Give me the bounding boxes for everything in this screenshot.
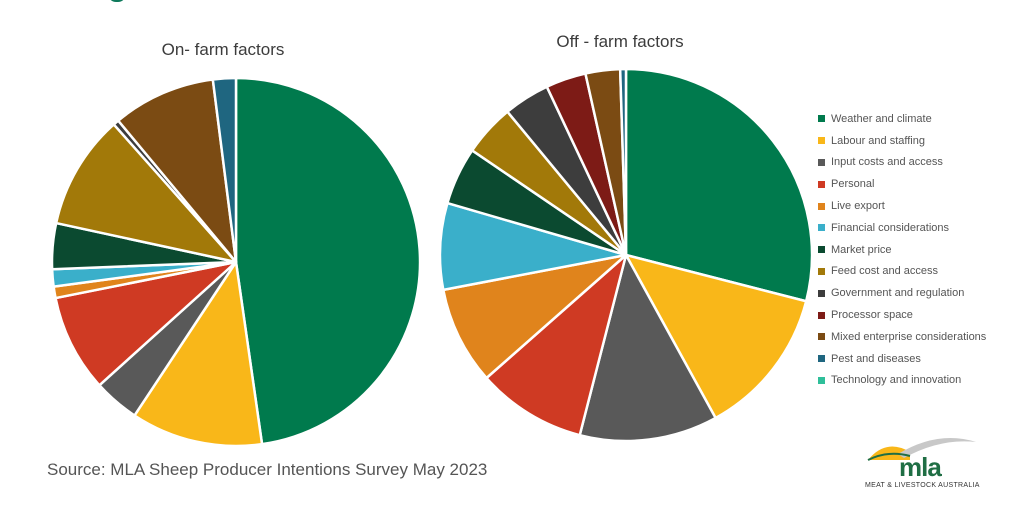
legend-item: Government and regulation: [818, 282, 986, 304]
legend-item: Labour and staffing: [818, 130, 986, 152]
legend-item: Mixed enterprise considerations: [818, 326, 986, 348]
pie-slice-pest-and-diseases: [211, 76, 238, 264]
legend-label: Personal: [831, 178, 875, 191]
legend-swatch: [818, 267, 825, 275]
mla-logo-icon: [867, 438, 976, 461]
legend-swatch: [818, 246, 825, 254]
off-farm-chart-title: Off - farm factors: [556, 32, 684, 51]
source-note: Source: MLA Sheep Producer Intentions Su…: [47, 460, 488, 479]
pie-slice-weather-and-climate: [234, 76, 422, 446]
legend-label: Weather and climate: [831, 112, 932, 125]
legend-swatch: [818, 137, 825, 145]
chart-legend: Weather and climate Labour and staffing In…: [818, 108, 986, 391]
pie-slice-personal: [54, 260, 238, 387]
legend-label: Financial considerations: [831, 221, 950, 234]
on-farm-chart-title: On- farm factors: [161, 40, 285, 59]
pie-slice-personal: [485, 253, 628, 437]
legend-swatch: [818, 115, 825, 123]
legend-swatch: [818, 224, 825, 232]
pie-slice-labour-and-staffing: [133, 260, 264, 448]
legend-swatch: [818, 311, 825, 319]
legend-label: Feed cost and access: [831, 265, 939, 278]
legend-item: Live export: [818, 195, 986, 217]
pie-slice-input-costs-and-access: [578, 253, 717, 443]
legend-item: Processor space: [818, 304, 986, 326]
pie-slice-mixed-enterprise-considerations: [116, 78, 238, 264]
legend-label: Government and regulation: [831, 287, 965, 300]
legend-item: Weather and climate: [818, 108, 986, 130]
legend-label: Technology and innovation: [831, 374, 962, 387]
pie-slice-feed-cost-and-access: [54, 123, 238, 264]
legend-item: Financial considerations: [818, 217, 986, 239]
top-accent-shape: [108, 0, 126, 2]
legend-label: Mixed enterprise considerations: [831, 330, 987, 343]
logo-subtitle: MEAT & LIVESTOCK AUSTRALIA: [865, 482, 980, 489]
off-farm-pie: [438, 67, 814, 443]
on-farm-pie: [50, 76, 422, 448]
legend-item: Market price: [818, 239, 986, 261]
legend-item: Personal: [818, 173, 986, 195]
legend-label: Labour and staffing: [831, 134, 925, 147]
legend-swatch: [818, 355, 825, 363]
pie-slice-pest-and-diseases: [618, 67, 628, 257]
legend-label: Live export: [831, 200, 885, 213]
legend-item: Input costs and access: [818, 152, 986, 174]
legend-swatch: [818, 158, 825, 166]
logo-wordmark: mla: [899, 452, 942, 482]
pie-slice-labour-and-staffing: [624, 253, 808, 420]
legend-label: Input costs and access: [831, 156, 943, 169]
legend-label: Processor space: [831, 309, 913, 322]
legend-swatch: [818, 180, 825, 188]
legend-item: Pest and diseases: [818, 348, 986, 370]
legend-swatch: [818, 289, 825, 297]
legend-swatch: [818, 202, 825, 210]
legend-item: Technology and innovation: [818, 370, 986, 392]
legend-label: Market price: [831, 243, 892, 256]
pie-slice-live-export: [442, 253, 628, 380]
legend-item: Feed cost and access: [818, 261, 986, 283]
legend-label: Pest and diseases: [831, 352, 921, 365]
legend-swatch: [818, 333, 825, 341]
pie-slice-weather-and-climate: [624, 67, 814, 303]
legend-swatch: [818, 376, 825, 384]
